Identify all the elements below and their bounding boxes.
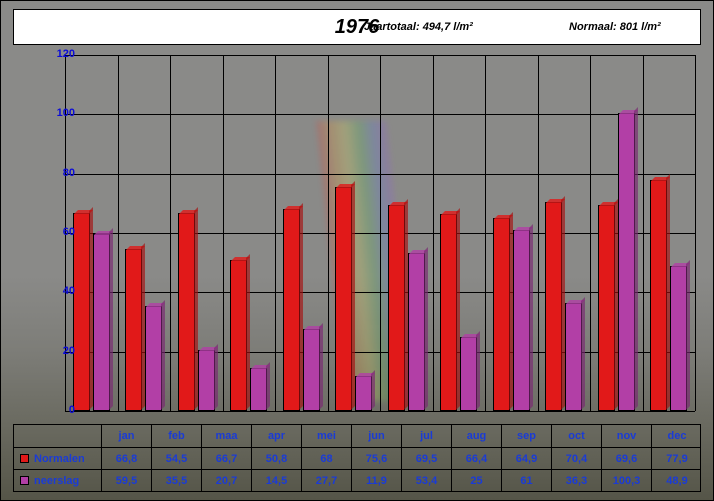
table-row-neerslag-cell: 59,5 <box>102 470 152 491</box>
bar-normalen-nov <box>598 205 615 411</box>
bar-neerslag-aug <box>460 337 477 411</box>
gridline-vertical <box>170 55 171 411</box>
bar-normalen-jul <box>388 205 405 411</box>
chart-frame: 1976 Jaartotaal: 494,7 l/m² Normaal: 801… <box>0 0 714 501</box>
gridline-vertical <box>485 55 486 411</box>
bar-neerslag-oct <box>565 303 582 411</box>
y-tick-label: 100 <box>35 107 75 119</box>
table-row-categories-cell: mei <box>302 425 352 447</box>
table-row-neerslag-label: neerslag <box>14 470 102 491</box>
table-row-categories-cell: oct <box>552 425 602 447</box>
bar-normalen-jun <box>335 187 352 411</box>
table-row-normalen-cell: 69,5 <box>402 448 452 469</box>
y-tick-label: 80 <box>35 167 75 179</box>
table-row-neerslag-cell: 48,9 <box>652 470 702 491</box>
gridline-vertical <box>118 55 119 411</box>
table-row-normalen-label-text: Normalen <box>34 453 85 465</box>
table-row-normalen: Normalen 66,854,566,750,86875,669,566,464… <box>14 447 700 469</box>
table-row-categories-cell: jun <box>352 425 402 447</box>
table-row-categories-cell: maa <box>202 425 252 447</box>
bar-neerslag-jun <box>355 376 372 411</box>
gridline-vertical <box>433 55 434 411</box>
table-row-normalen-cell: 66,8 <box>102 448 152 469</box>
gridline-horizontal <box>65 411 695 412</box>
table-row-neerslag-cell: 61 <box>502 470 552 491</box>
table-row-categories-cell: jan <box>102 425 152 447</box>
gridline-vertical <box>223 55 224 411</box>
chart-subtitle-total: Jaartotaal: 494,7 l/m² <box>364 21 473 33</box>
legend-swatch <box>20 454 29 463</box>
table-row-categories-cell: sep <box>502 425 552 447</box>
table-row-normalen-cell: 50,8 <box>252 448 302 469</box>
table-row-categories-cell: feb <box>152 425 202 447</box>
bar-neerslag-apr <box>250 368 267 411</box>
table-row-normalen-cell: 66,7 <box>202 448 252 469</box>
table-row-normalen-cell: 70,4 <box>552 448 602 469</box>
table-row-normalen-cell: 68 <box>302 448 352 469</box>
bar-normalen-apr <box>230 260 247 411</box>
table-row-normalen-cell: 64,9 <box>502 448 552 469</box>
table-row-categories-label <box>14 425 102 447</box>
gridline-vertical <box>695 55 696 411</box>
table-row-neerslag-cell: 25 <box>452 470 502 491</box>
gridline-vertical <box>538 55 539 411</box>
chart-header: 1976 Jaartotaal: 494,7 l/m² Normaal: 801… <box>13 9 701 45</box>
table-row-normalen-cell: 75,6 <box>352 448 402 469</box>
gridline-vertical <box>328 55 329 411</box>
table-row-neerslag-cell: 27,7 <box>302 470 352 491</box>
bar-neerslag-feb <box>145 306 162 411</box>
y-tick-label: 0 <box>35 404 75 416</box>
bar-neerslag-maa <box>198 350 215 411</box>
y-tick-label: 20 <box>35 345 75 357</box>
bar-neerslag-jul <box>408 253 425 411</box>
table-row-neerslag: neerslag 59,535,520,714,527,711,953,42561… <box>14 469 700 491</box>
plot-area <box>65 55 695 411</box>
table-row-categories-cells: janfebmaaaprmeijunjulaugsepoctnovdec <box>102 425 700 447</box>
table-row-neerslag-cell: 100,3 <box>602 470 652 491</box>
table-row-normalen-cell: 69,6 <box>602 448 652 469</box>
table-row-categories-cell: jul <box>402 425 452 447</box>
bar-neerslag-jan <box>93 234 110 411</box>
bar-neerslag-dec <box>670 266 687 411</box>
table-row-normalen-cell: 54,5 <box>152 448 202 469</box>
table-row-normalen-cell: 66,4 <box>452 448 502 469</box>
table-row-normalen-cells: 66,854,566,750,86875,669,566,464,970,469… <box>102 448 700 469</box>
y-tick-label: 60 <box>35 226 75 238</box>
bar-neerslag-nov <box>618 113 635 411</box>
table-row-neerslag-cell: 35,5 <box>152 470 202 491</box>
bar-normalen-feb <box>125 249 142 411</box>
table-row-normalen-label: Normalen <box>14 448 102 469</box>
bar-normalen-jan <box>73 213 90 411</box>
bar-neerslag-sep <box>513 230 530 411</box>
bar-neerslag-mei <box>303 329 320 411</box>
table-row-neerslag-label-text: neerslag <box>34 475 79 487</box>
gridline-vertical <box>380 55 381 411</box>
table-row-neerslag-cell: 53,4 <box>402 470 452 491</box>
y-tick-label: 120 <box>35 48 75 60</box>
y-tick-label: 40 <box>35 285 75 297</box>
legend-swatch <box>20 476 29 485</box>
data-table: janfebmaaaprmeijunjulaugsepoctnovdecNorm… <box>13 424 701 492</box>
table-row-neerslag-cell: 36,3 <box>552 470 602 491</box>
table-row-neerslag-cell: 20,7 <box>202 470 252 491</box>
bar-normalen-oct <box>545 202 562 411</box>
chart-subtitle-normal: Normaal: 801 l/m² <box>569 21 661 33</box>
table-row-neerslag-cell: 14,5 <box>252 470 302 491</box>
bar-normalen-maa <box>178 213 195 411</box>
gridline-vertical <box>590 55 591 411</box>
bar-normalen-dec <box>650 180 667 411</box>
gridline-vertical <box>275 55 276 411</box>
gridline-vertical <box>643 55 644 411</box>
bar-normalen-aug <box>440 214 457 411</box>
bar-normalen-mei <box>283 209 300 411</box>
table-row-categories-cell: nov <box>602 425 652 447</box>
table-row-neerslag-cell: 11,9 <box>352 470 402 491</box>
table-row-categories-cell: apr <box>252 425 302 447</box>
table-row-categories-cell: dec <box>652 425 702 447</box>
table-row-normalen-cell: 77,9 <box>652 448 702 469</box>
table-row-categories-cell: aug <box>452 425 502 447</box>
table-row-neerslag-cells: 59,535,520,714,527,711,953,4256136,3100,… <box>102 470 700 491</box>
table-row-categories: janfebmaaaprmeijunjulaugsepoctnovdec <box>14 425 700 447</box>
bar-normalen-sep <box>493 218 510 411</box>
